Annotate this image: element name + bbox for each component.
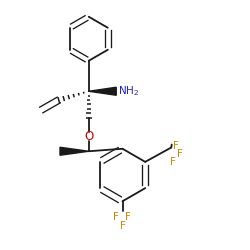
Polygon shape (89, 87, 116, 95)
Text: F: F (177, 149, 183, 159)
Text: F: F (170, 157, 176, 167)
Text: F: F (125, 212, 131, 222)
Text: NH$_2$: NH$_2$ (118, 84, 140, 98)
Text: O: O (84, 130, 94, 143)
Text: F: F (120, 221, 126, 231)
Polygon shape (60, 147, 89, 155)
Text: F: F (113, 212, 119, 222)
Text: F: F (172, 141, 178, 151)
